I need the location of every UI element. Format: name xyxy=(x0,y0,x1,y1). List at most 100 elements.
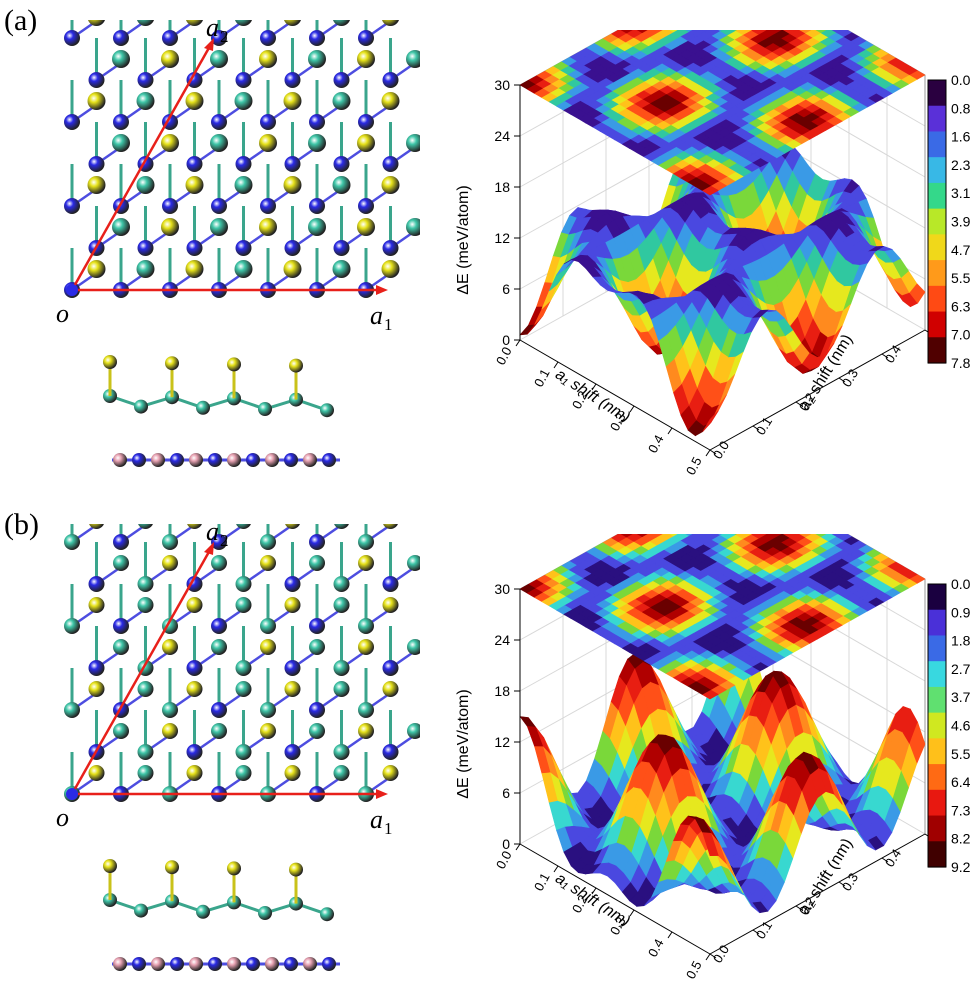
y-tick xyxy=(752,929,760,935)
side-atom xyxy=(227,861,241,876)
colorbar-band xyxy=(928,217,946,227)
colorbar-tick-label: 2.3 xyxy=(951,157,970,173)
x-tick-label: 0.5 xyxy=(683,454,705,477)
flat-layer-atom xyxy=(265,957,279,971)
atom xyxy=(88,765,105,781)
side-view xyxy=(103,355,340,467)
z-tick-label: 0 xyxy=(502,332,510,348)
colorbar-tick-label: 5.5 xyxy=(951,746,970,762)
colorbar-band xyxy=(928,345,946,356)
colorbar-band xyxy=(928,764,946,774)
atom xyxy=(137,681,154,697)
atom xyxy=(284,765,301,781)
a1-subscript: 1 xyxy=(384,315,393,334)
colorbar-band xyxy=(928,815,946,825)
atom xyxy=(260,555,276,571)
side-view xyxy=(103,859,340,971)
x-axis-line xyxy=(519,339,711,451)
top-view xyxy=(64,20,420,298)
x-tick-label: 0.1 xyxy=(531,870,553,893)
crystal-structure-a: o a 1a 2 xyxy=(56,20,420,467)
atom xyxy=(211,114,227,130)
z-tick-label: 18 xyxy=(494,179,510,195)
atom xyxy=(333,576,350,592)
colorbar-band xyxy=(928,225,946,235)
atom xyxy=(358,198,374,214)
origin-atom xyxy=(66,788,78,800)
atom xyxy=(88,681,105,697)
colorbar-tick-label: 8.2 xyxy=(951,831,970,847)
atom xyxy=(260,618,276,634)
atom xyxy=(309,534,325,550)
atom xyxy=(162,723,178,739)
z-tick-label: 12 xyxy=(494,230,510,246)
side-atom xyxy=(134,399,148,414)
colorbar-band xyxy=(928,772,946,782)
atom xyxy=(234,92,253,110)
x-tick xyxy=(629,909,635,917)
atom xyxy=(162,30,178,46)
colorbar-band xyxy=(928,755,946,765)
y-tick-label: 0.0 xyxy=(710,438,732,461)
atom xyxy=(333,765,350,781)
atom xyxy=(283,176,302,194)
atom xyxy=(185,92,204,110)
z-tick-label: 24 xyxy=(494,128,510,144)
colorbar-frame xyxy=(927,79,947,364)
atom xyxy=(358,639,374,655)
atom xyxy=(283,92,302,110)
side-atom xyxy=(134,903,148,918)
colorbar-band xyxy=(928,182,946,193)
atom xyxy=(334,524,349,529)
atom xyxy=(382,72,399,88)
atom xyxy=(211,618,227,634)
atom xyxy=(137,20,154,26)
colorbar-tick-label: 3.9 xyxy=(951,214,970,230)
x-tick-label: 0.4 xyxy=(645,936,667,959)
x-tick-label: 0.3 xyxy=(607,914,629,937)
flat-layer-atom xyxy=(151,957,165,971)
x-tick xyxy=(553,361,559,369)
atom xyxy=(186,240,203,256)
colorbar-band xyxy=(928,841,946,851)
colorbar-band xyxy=(928,729,946,739)
colorbar-band xyxy=(928,858,946,868)
z-tick-label: 0 xyxy=(502,836,510,852)
flat-layer-atom xyxy=(227,453,241,467)
atom xyxy=(284,72,301,88)
colorbar-band xyxy=(928,88,946,98)
atom xyxy=(260,639,276,655)
atom xyxy=(285,524,300,529)
atom xyxy=(382,240,399,256)
surface-patch xyxy=(519,716,537,728)
flat-layer-atom xyxy=(208,957,222,971)
atom xyxy=(284,576,301,592)
colorbar-tick-label: 1.8 xyxy=(951,633,970,649)
z-tick-label: 24 xyxy=(494,632,510,648)
atom xyxy=(88,20,105,26)
atom xyxy=(112,218,130,236)
atom xyxy=(186,597,203,613)
atom xyxy=(113,639,129,655)
colorbar-tick-label: 0.9 xyxy=(951,604,970,620)
atom xyxy=(186,660,203,676)
atom xyxy=(260,534,276,550)
atom xyxy=(309,114,325,130)
y-tick-label: 0.1 xyxy=(753,414,775,437)
colorbar-band xyxy=(928,798,946,808)
atom xyxy=(260,114,276,130)
a1-arrowhead xyxy=(376,789,388,799)
atom xyxy=(333,660,350,676)
atom xyxy=(284,681,301,697)
side-atom xyxy=(320,907,334,922)
atom xyxy=(407,723,420,739)
atom xyxy=(234,176,253,194)
y-tick xyxy=(881,857,889,863)
atom xyxy=(235,660,252,676)
colorbar: 0.0 0.8 1.6 2.3 3.1 3.9 4.7 5.5 6.3 7.0 7.8 xyxy=(927,72,970,371)
side-atom xyxy=(103,355,117,369)
atom xyxy=(162,534,178,550)
a1-label: a xyxy=(370,805,383,834)
y-axis-line xyxy=(709,329,926,451)
atom xyxy=(137,597,154,613)
